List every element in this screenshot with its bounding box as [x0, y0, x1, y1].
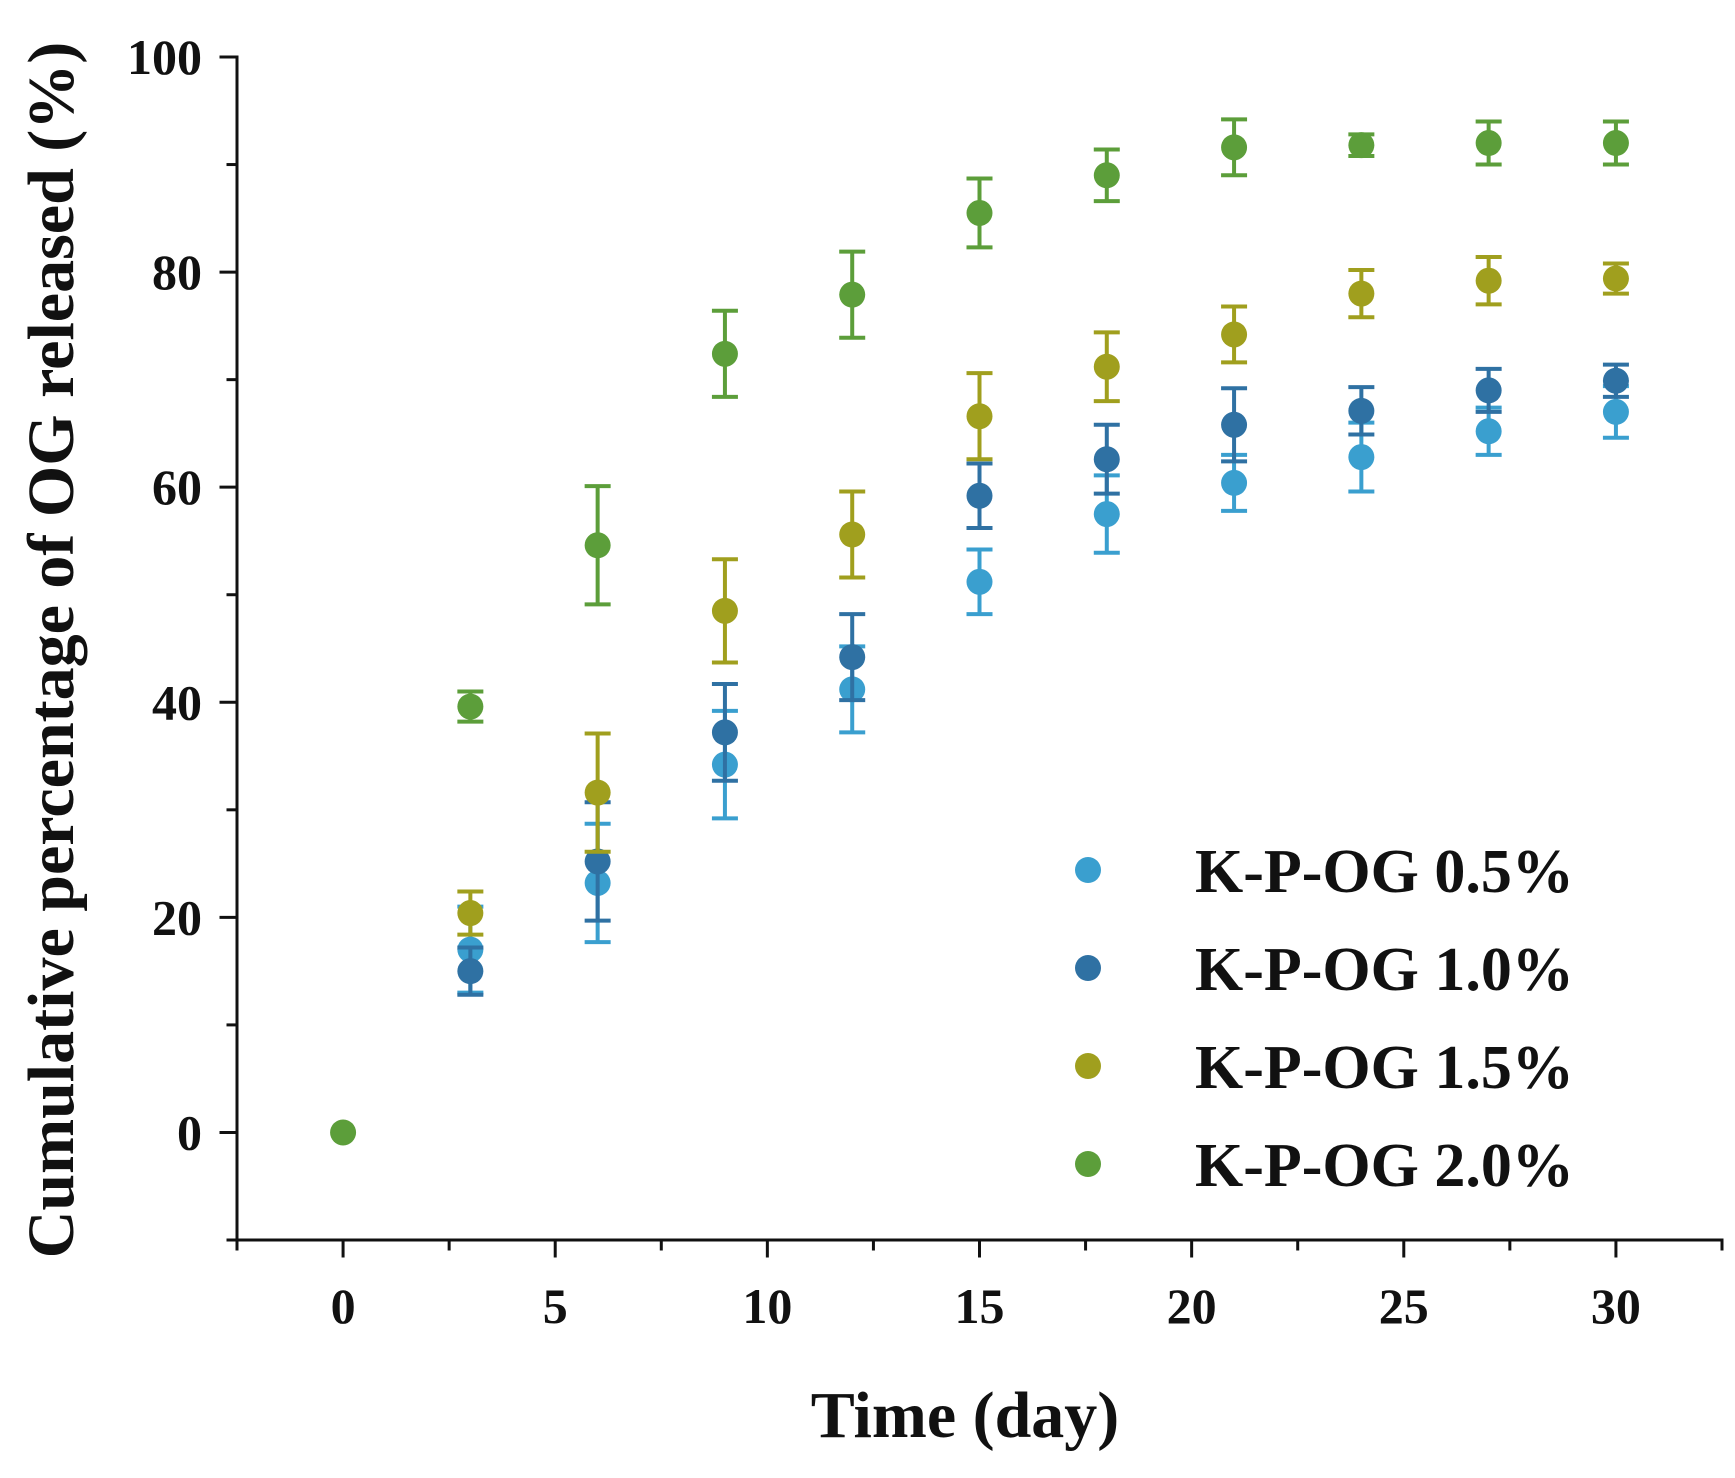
ticks-group: 0 5 10 15 20 25 30 0 20 40 60 80 100: [127, 29, 1724, 1334]
data-point: [1221, 321, 1248, 348]
x-tick-label: 30: [1591, 1278, 1641, 1334]
data-point: [966, 568, 993, 595]
data-point: [1093, 446, 1120, 473]
legend-marker: [1075, 955, 1101, 981]
legend: K-P-OG 0.5% K-P-OG 1.0% K-P-OG 1.5% K-P-OG …: [1075, 838, 1574, 1200]
y-tick-label: 100: [127, 29, 202, 85]
y-tick-label: 20: [152, 889, 202, 945]
data-point: [1475, 267, 1502, 294]
legend-item-2: K-P-OG 1.0%: [1075, 936, 1574, 1004]
data-point: [839, 521, 866, 548]
data-point: [1221, 411, 1248, 438]
data-point: [584, 848, 611, 875]
data-point: [839, 644, 866, 671]
legend-label: K-P-OG 1.0%: [1195, 936, 1574, 1004]
data-point: [711, 340, 738, 367]
legend-item-3: K-P-OG 1.5%: [1075, 1034, 1574, 1102]
x-tick-label: 10: [742, 1278, 792, 1334]
x-tick-label: 0: [331, 1278, 356, 1334]
data-point: [584, 779, 611, 806]
x-tick-label: 25: [1379, 1278, 1429, 1334]
data-point: [1221, 134, 1248, 161]
data-point: [839, 281, 866, 308]
data-point: [966, 482, 993, 509]
data-point: [1475, 377, 1502, 404]
legend-marker: [1075, 1151, 1101, 1177]
data-point: [1093, 353, 1120, 380]
data-point: [1348, 397, 1375, 424]
data-point: [457, 693, 484, 720]
data-point: [711, 719, 738, 746]
data-point: [1602, 130, 1629, 157]
y-tick-label: 60: [152, 459, 202, 515]
data-point: [1602, 367, 1629, 394]
data-point: [1348, 444, 1375, 471]
data-point: [1475, 418, 1502, 445]
legend-marker: [1075, 1053, 1101, 1079]
data-point: [1093, 162, 1120, 189]
legend-label: K-P-OG 2.0%: [1195, 1132, 1574, 1200]
series-3: [457, 255, 1629, 937]
series-4: [330, 117, 1629, 1146]
data-point: [1221, 469, 1248, 496]
data-point: [584, 532, 611, 559]
legend-marker: [1075, 857, 1101, 883]
data-point: [457, 900, 484, 927]
y-axis-title: Cumulative percentage of OG released (%): [15, 42, 88, 1259]
data-point: [1475, 130, 1502, 157]
data-point: [330, 1119, 357, 1146]
legend-item-1: K-P-OG 0.5%: [1075, 838, 1574, 906]
y-tick-label: 0: [177, 1104, 202, 1160]
x-axis-title: Time (day): [811, 1379, 1120, 1452]
x-tick-label: 15: [955, 1278, 1005, 1334]
data-point: [457, 958, 484, 985]
data-point: [1093, 501, 1120, 528]
data-point: [1602, 398, 1629, 425]
data-point: [1602, 265, 1629, 292]
legend-label: K-P-OG 1.5%: [1195, 1034, 1574, 1102]
legend-item-4: K-P-OG 2.0%: [1075, 1132, 1574, 1200]
y-tick-label: 40: [152, 674, 202, 730]
x-tick-label: 5: [543, 1278, 568, 1334]
data-point: [966, 199, 993, 226]
series-group: [330, 117, 1629, 1146]
y-tick-label: 80: [152, 244, 202, 300]
data-point: [1348, 132, 1375, 159]
x-tick-label: 20: [1167, 1278, 1217, 1334]
data-point: [966, 403, 993, 430]
legend-label: K-P-OG 0.5%: [1195, 838, 1574, 906]
data-point: [711, 597, 738, 624]
data-point: [1348, 280, 1375, 307]
